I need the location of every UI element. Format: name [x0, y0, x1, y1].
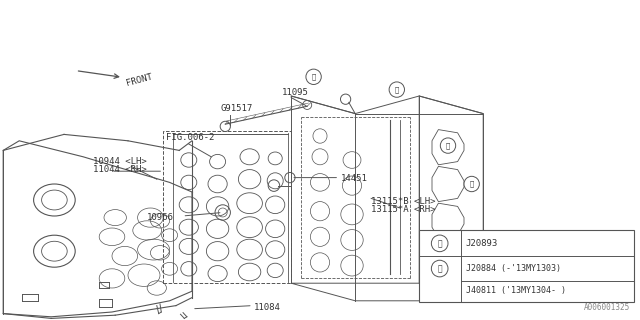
Circle shape [440, 138, 456, 153]
Text: FRONT: FRONT [78, 71, 154, 88]
Text: 10966: 10966 [147, 213, 174, 222]
Text: 14451: 14451 [341, 174, 368, 183]
Text: ②: ② [312, 74, 316, 80]
Text: J20893: J20893 [466, 239, 498, 248]
Bar [419, 230, 634, 302]
Text: 11044 <RH>: 11044 <RH> [93, 165, 147, 174]
Text: J20884 (-'13MY1303): J20884 (-'13MY1303) [466, 264, 561, 273]
Circle shape [306, 69, 321, 84]
Text: 11084: 11084 [254, 303, 281, 312]
Circle shape [431, 260, 448, 277]
Text: A006001325: A006001325 [584, 303, 630, 312]
Text: 13115*B <LH>: 13115*B <LH> [371, 197, 436, 206]
Text: ①: ① [470, 181, 474, 187]
Text: ②: ② [437, 264, 442, 273]
Circle shape [389, 82, 404, 97]
Text: ①: ① [446, 142, 450, 149]
Text: 13115*A <RH>: 13115*A <RH> [371, 205, 436, 214]
Text: ①: ① [395, 86, 399, 93]
Text: 10944 <LH>: 10944 <LH> [93, 157, 147, 166]
Circle shape [464, 176, 479, 192]
Text: FIG.006-2: FIG.006-2 [166, 133, 215, 142]
Text: 11095: 11095 [282, 88, 308, 97]
Text: ①: ① [437, 239, 442, 248]
Circle shape [431, 235, 448, 252]
Text: J40811 ('13MY1304- ): J40811 ('13MY1304- ) [466, 286, 566, 295]
Text: G91517: G91517 [221, 104, 253, 113]
